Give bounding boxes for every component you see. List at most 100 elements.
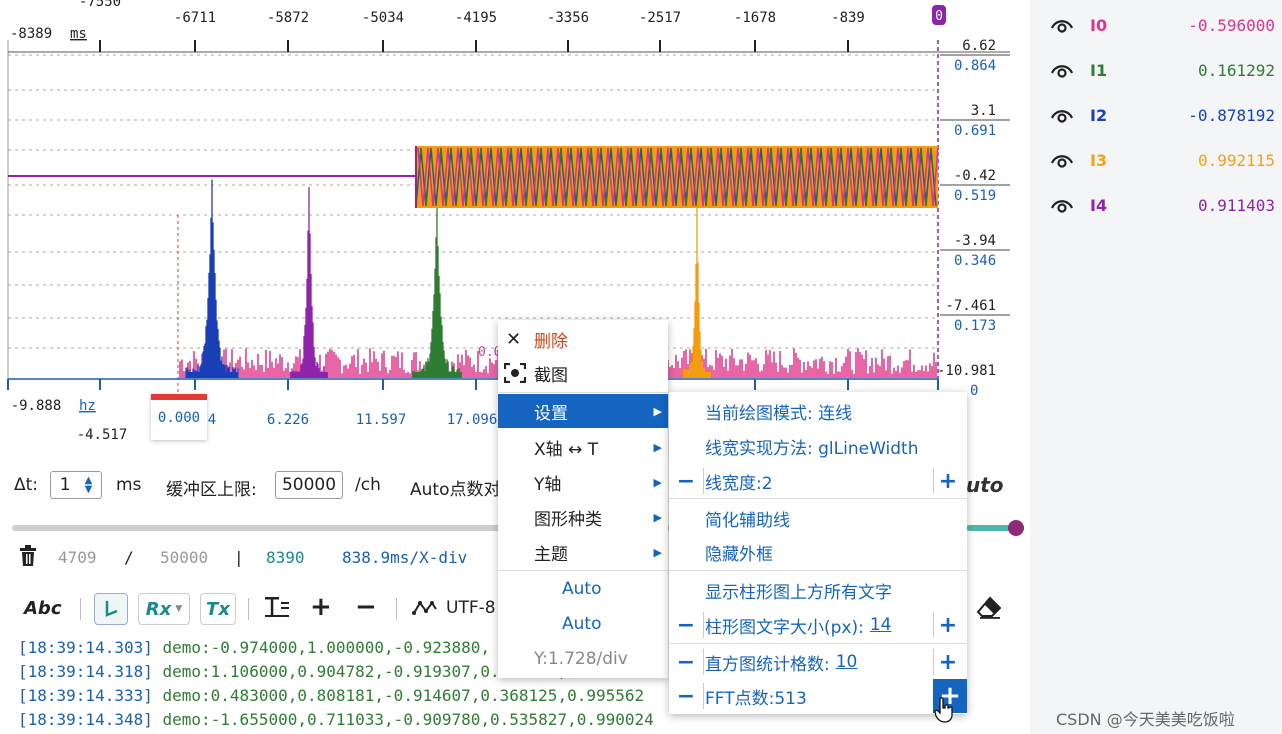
submenu-draw-mode[interactable]: 当前绘图模式: 连线 xyxy=(669,394,967,428)
dt-spinbox[interactable]: 1 ▲ ▼ xyxy=(50,471,102,499)
right-y-tick-label: -7.461 xyxy=(945,298,996,314)
submenu-show-bar-text[interactable]: 显示柱形图上方所有文字 xyxy=(669,573,967,607)
dt-label: Δt: xyxy=(14,475,39,495)
bar-font-increase-button[interactable]: + xyxy=(938,612,958,638)
menu-item-screenshot[interactable]: 截图 xyxy=(498,356,668,390)
bar-font-decrease-button[interactable]: − xyxy=(676,612,696,638)
channel-row[interactable]: I0 -0.596000 xyxy=(1050,10,1275,40)
submenu-line-method[interactable]: 线宽实现方法: glLineWidth xyxy=(669,429,967,463)
line-width-increase-button[interactable]: + xyxy=(938,468,958,494)
status-sep-slash: / xyxy=(124,548,134,567)
slider-fill xyxy=(967,525,1012,531)
log-line: [18:39:14.303] demo:-0.974000,1.000000,-… xyxy=(18,638,490,657)
right-y-tick-label: -0.42 xyxy=(954,168,996,184)
menu-item-auto-y[interactable]: Auto xyxy=(498,607,668,641)
zero-marker-label: 0 xyxy=(935,9,943,24)
eye-icon[interactable] xyxy=(1050,60,1076,80)
submenu-hist-bins: − 直方图统计格数: 10 + xyxy=(669,645,967,679)
trash-icon[interactable] xyxy=(18,545,38,571)
bottom-tick-label: 4 xyxy=(208,412,216,428)
status-row: 4709 / 50000 | 8390 838.9ms/X-div xyxy=(0,545,1030,571)
fft-increase-button[interactable]: + xyxy=(933,679,967,713)
top-tick-label: -1678 xyxy=(734,10,776,26)
top-tick-label: -2517 xyxy=(639,10,681,26)
dt-unit: ms xyxy=(116,475,142,495)
fft-decrease-button[interactable]: − xyxy=(676,683,696,709)
channel-value: 0.992115 xyxy=(1197,150,1275,170)
hist-bins-value[interactable]: 10 xyxy=(835,652,858,672)
channel-row[interactable]: I2 -0.878192 xyxy=(1050,100,1275,130)
chevron-down-icon: ▼ xyxy=(175,604,183,614)
menu-item-theme[interactable]: 主题 ▶ xyxy=(498,535,668,569)
menu-item-y-axis[interactable]: Y轴 ▶ xyxy=(498,465,668,499)
hist-bins-increase-button[interactable]: + xyxy=(938,649,958,675)
toolbar: Abc Rx ▼ Tx + − UTF-8 xyxy=(0,590,1030,626)
menu-theme-label: 主题 xyxy=(534,544,568,565)
chevron-right-icon: ▶ xyxy=(653,404,662,418)
bottom-tick-label: 17.096 xyxy=(447,412,498,428)
encoding-select[interactable]: UTF-8 xyxy=(446,598,496,618)
bottom-tick-label: 6.226 xyxy=(267,412,309,428)
right-fft-tick-label: 0 xyxy=(970,383,978,399)
hist-bins-decrease-button[interactable]: − xyxy=(676,649,696,675)
right-y-tick-label: 6.62 xyxy=(962,38,996,54)
zoom-out-button[interactable]: − xyxy=(355,592,377,622)
eraser-icon[interactable] xyxy=(976,596,1002,625)
menu-screenshot-label: 截图 xyxy=(534,365,568,386)
tx-toggle-button[interactable]: Tx xyxy=(200,593,236,625)
zoom-in-button[interactable]: + xyxy=(310,592,332,622)
rx-label: Rx xyxy=(145,598,172,620)
timestamp-toggle-icon[interactable] xyxy=(94,593,128,625)
line-method-label: 线宽实现方法: glLineWidth xyxy=(705,438,919,459)
top-tick-label: -839 xyxy=(831,10,865,26)
point-count: 4709 xyxy=(58,548,97,567)
status-sep-bar: | xyxy=(234,548,244,567)
toolbar-divider xyxy=(396,598,397,620)
show-bar-text-label: 显示柱形图上方所有文字 xyxy=(705,582,892,603)
zero-marker-bg xyxy=(932,5,946,25)
waveform-icon[interactable] xyxy=(412,599,438,622)
eye-icon[interactable] xyxy=(1050,150,1076,170)
right-fft-tick-label: 0.173 xyxy=(954,318,996,334)
auto-button[interactable]: uto xyxy=(966,473,1004,497)
menu-item-graph-type[interactable]: 图形种类 ▶ xyxy=(498,500,668,534)
channel-name: I2 xyxy=(1090,105,1108,125)
menu-item-x-axis[interactable]: X轴 ↔ T ▶ xyxy=(498,430,668,464)
line-width-decrease-button[interactable]: − xyxy=(676,468,696,494)
abc-button[interactable]: Abc xyxy=(24,598,62,619)
bar-font-value[interactable]: 14 xyxy=(869,615,892,635)
buffer-input[interactable]: 50000 xyxy=(275,471,343,499)
menu-x-axis-label: X轴 ↔ T xyxy=(534,439,599,460)
top-tick-label: -5034 xyxy=(362,10,404,26)
log-line: [18:39:14.348] demo:-1.655000,0.711033,-… xyxy=(18,710,654,729)
text-format-icon[interactable] xyxy=(264,596,290,623)
x-cursor-value: 0.000 xyxy=(151,394,207,440)
channel-row[interactable]: I3 0.992115 xyxy=(1050,145,1275,175)
bottom-tick-label: -4.517 xyxy=(77,427,128,443)
channel-row[interactable]: I1 0.161292 xyxy=(1050,55,1275,85)
spin-arrows-icon[interactable]: ▲ ▼ xyxy=(84,475,93,495)
close-icon: ✕ xyxy=(506,328,522,350)
menu-item-delete[interactable]: ✕ 删除 xyxy=(498,322,668,356)
overlap-label: 0.0 xyxy=(478,345,501,360)
submenu-hide-frame[interactable]: 隐藏外框 xyxy=(669,535,967,569)
channel-row[interactable]: I4 0.911403 xyxy=(1050,190,1275,220)
eye-icon[interactable] xyxy=(1050,105,1076,125)
eye-icon[interactable] xyxy=(1050,195,1076,215)
menu-item-settings[interactable]: 设置 ▶ xyxy=(498,394,668,428)
channel-name: I4 xyxy=(1090,195,1108,215)
slider-thumb[interactable] xyxy=(1008,520,1024,536)
chevron-right-icon: ▶ xyxy=(653,545,662,559)
rx-toggle-button[interactable]: Rx ▼ xyxy=(138,593,190,625)
channel-value: -0.596000 xyxy=(1188,15,1275,35)
waveform-band xyxy=(8,146,939,208)
top-left-label: -8389 xyxy=(10,26,52,42)
watermark: CSDN @今天美美吃饭啦 xyxy=(1056,710,1235,729)
chevron-right-icon: ▶ xyxy=(653,440,662,454)
right-fft-tick-label: 0.864 xyxy=(954,58,996,74)
right-fft-tick-label: 0.519 xyxy=(954,188,996,204)
menu-item-auto-x[interactable]: Auto xyxy=(498,572,668,606)
submenu-simplify-grid[interactable]: 简化辅助线 xyxy=(669,501,967,535)
top-tick-label: -4195 xyxy=(455,10,497,26)
eye-icon[interactable] xyxy=(1050,15,1076,35)
